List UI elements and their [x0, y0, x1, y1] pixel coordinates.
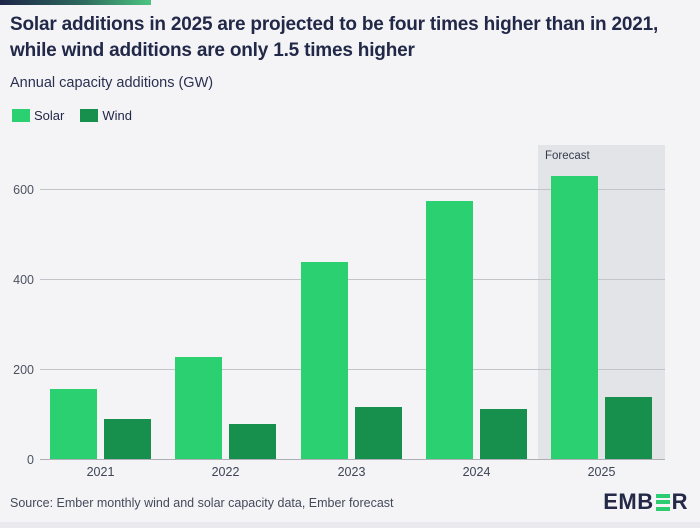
bar-solar-2025	[551, 176, 598, 459]
legend: Solar Wind	[12, 108, 132, 123]
ember-logo: EMB R	[603, 489, 688, 515]
wind-swatch-icon	[80, 109, 99, 122]
logo-text-r: R	[671, 489, 688, 514]
x-tick-label-2021: 2021	[86, 465, 115, 479]
solar-swatch-icon	[12, 109, 30, 122]
gridline-400	[40, 279, 665, 280]
x-tick-label-2024: 2024	[462, 465, 491, 479]
brand-accent-bar	[0, 0, 151, 5]
gridline-200	[40, 369, 665, 370]
forecast-label: Forecast	[545, 150, 590, 162]
y-tick-label-400: 400	[13, 273, 34, 287]
source-note: Source: Ember monthly wind and solar cap…	[10, 496, 394, 510]
bottom-edge-strip	[0, 522, 700, 528]
gridline-600	[40, 189, 665, 190]
x-tick-label-2022: 2022	[211, 465, 240, 479]
gridline-0	[40, 459, 665, 460]
bar-wind-2025	[605, 397, 652, 459]
bar-chart: Forecast 0 200 400 600 2021 2022 2023 2024 2025	[0, 145, 700, 479]
chart-subtitle: Annual capacity additions (GW)	[10, 75, 214, 91]
bar-solar-2023	[301, 262, 348, 459]
y-tick-label-600: 600	[13, 183, 34, 197]
legend-item-solar: Solar	[12, 108, 64, 123]
logo-text-emb: EMB	[603, 489, 654, 514]
bar-wind-2024	[480, 409, 527, 459]
legend-label-solar: Solar	[34, 108, 65, 123]
x-tick-label-2023: 2023	[337, 465, 366, 479]
page-title: Solar additions in 2025 are projected to…	[10, 14, 659, 62]
bar-wind-2022	[229, 424, 276, 459]
y-tick-label-200: 200	[13, 363, 34, 377]
bar-solar-2021	[50, 389, 97, 459]
bar-wind-2021	[104, 419, 151, 459]
legend-item-wind: Wind	[80, 108, 132, 123]
ember-e-bars-icon	[655, 493, 670, 511]
legend-label-wind: Wind	[102, 108, 132, 123]
bar-solar-2022	[175, 357, 222, 459]
y-tick-label-0: 0	[27, 453, 34, 467]
bar-solar-2024	[426, 201, 473, 459]
x-tick-label-2025: 2025	[587, 465, 616, 479]
bar-wind-2023	[355, 407, 402, 459]
